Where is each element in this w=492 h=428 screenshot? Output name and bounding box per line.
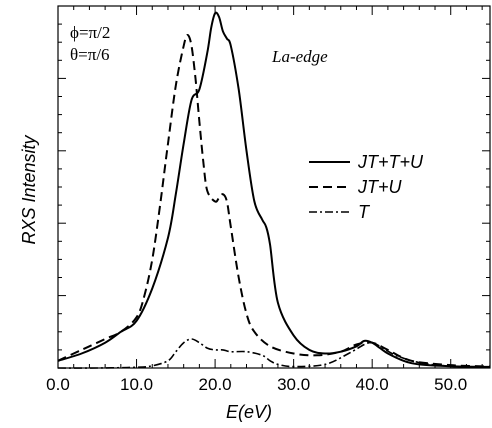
- y-axis-label: RXS Intensity: [19, 134, 39, 244]
- x-tick-label: 10.0: [120, 375, 153, 394]
- legend: JT+T+U JT+U T: [309, 152, 424, 222]
- edge-annotation: La-edge: [271, 47, 328, 66]
- x-tick-label: 0.0: [46, 375, 70, 394]
- series-line-t: [57, 338, 491, 369]
- legend-label-jt-u: JT+U: [357, 177, 403, 197]
- x-tick-label: 30.0: [277, 375, 310, 394]
- x-tick-labels: 0.0 10.0 20.0 30.0 40.0 50.0: [46, 375, 467, 394]
- x-tick-label: 20.0: [199, 375, 232, 394]
- series-line-jt-u: [57, 33, 491, 368]
- x-tick-label: 50.0: [434, 375, 467, 394]
- data-series: [57, 11, 491, 369]
- legend-label-jt-t-u: JT+T+U: [357, 152, 424, 172]
- x-tick-label: 40.0: [356, 375, 389, 394]
- x-axis-label: E(eV): [226, 402, 272, 422]
- phi-annotation: ϕ=π/2: [70, 23, 110, 42]
- theta-annotation: θ=π/6: [70, 45, 110, 64]
- legend-label-t: T: [358, 202, 371, 222]
